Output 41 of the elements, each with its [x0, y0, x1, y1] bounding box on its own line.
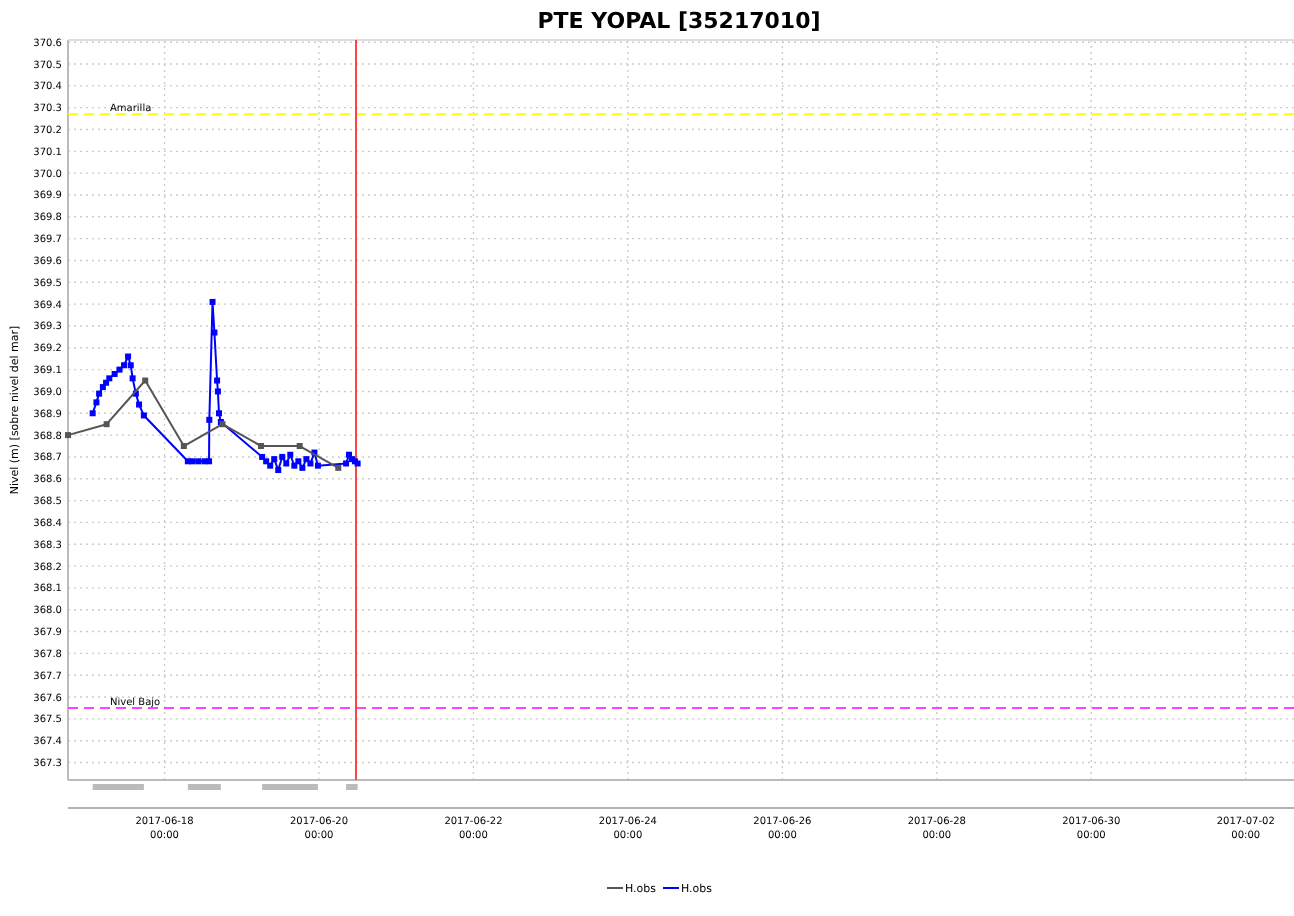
point — [271, 456, 278, 463]
point — [195, 458, 202, 465]
point — [275, 467, 282, 474]
point — [136, 401, 143, 408]
point — [121, 362, 128, 369]
point — [335, 464, 342, 471]
point — [209, 298, 216, 305]
point — [116, 366, 123, 373]
point — [206, 416, 213, 423]
point — [189, 458, 196, 465]
point — [106, 375, 113, 382]
point — [214, 388, 221, 395]
point — [314, 462, 321, 469]
point — [206, 458, 213, 465]
point — [296, 443, 303, 450]
point — [295, 458, 302, 465]
point — [129, 375, 136, 382]
point — [299, 464, 306, 471]
point — [214, 377, 221, 384]
point — [258, 443, 265, 450]
point — [103, 421, 110, 428]
point — [287, 451, 294, 458]
chart-title: PTE YOPAL [35217010] — [537, 8, 821, 34]
point — [279, 453, 286, 460]
point — [263, 458, 270, 465]
point — [93, 399, 100, 406]
point — [180, 443, 187, 450]
point — [140, 412, 147, 419]
point — [125, 353, 132, 360]
point — [89, 410, 96, 417]
point — [142, 377, 149, 384]
point — [96, 390, 103, 397]
point — [65, 432, 71, 439]
point — [127, 362, 134, 369]
point — [343, 460, 350, 467]
point — [215, 410, 222, 417]
point — [267, 462, 274, 469]
point — [291, 462, 298, 469]
point — [103, 379, 110, 386]
point — [211, 329, 218, 336]
point — [283, 460, 290, 467]
